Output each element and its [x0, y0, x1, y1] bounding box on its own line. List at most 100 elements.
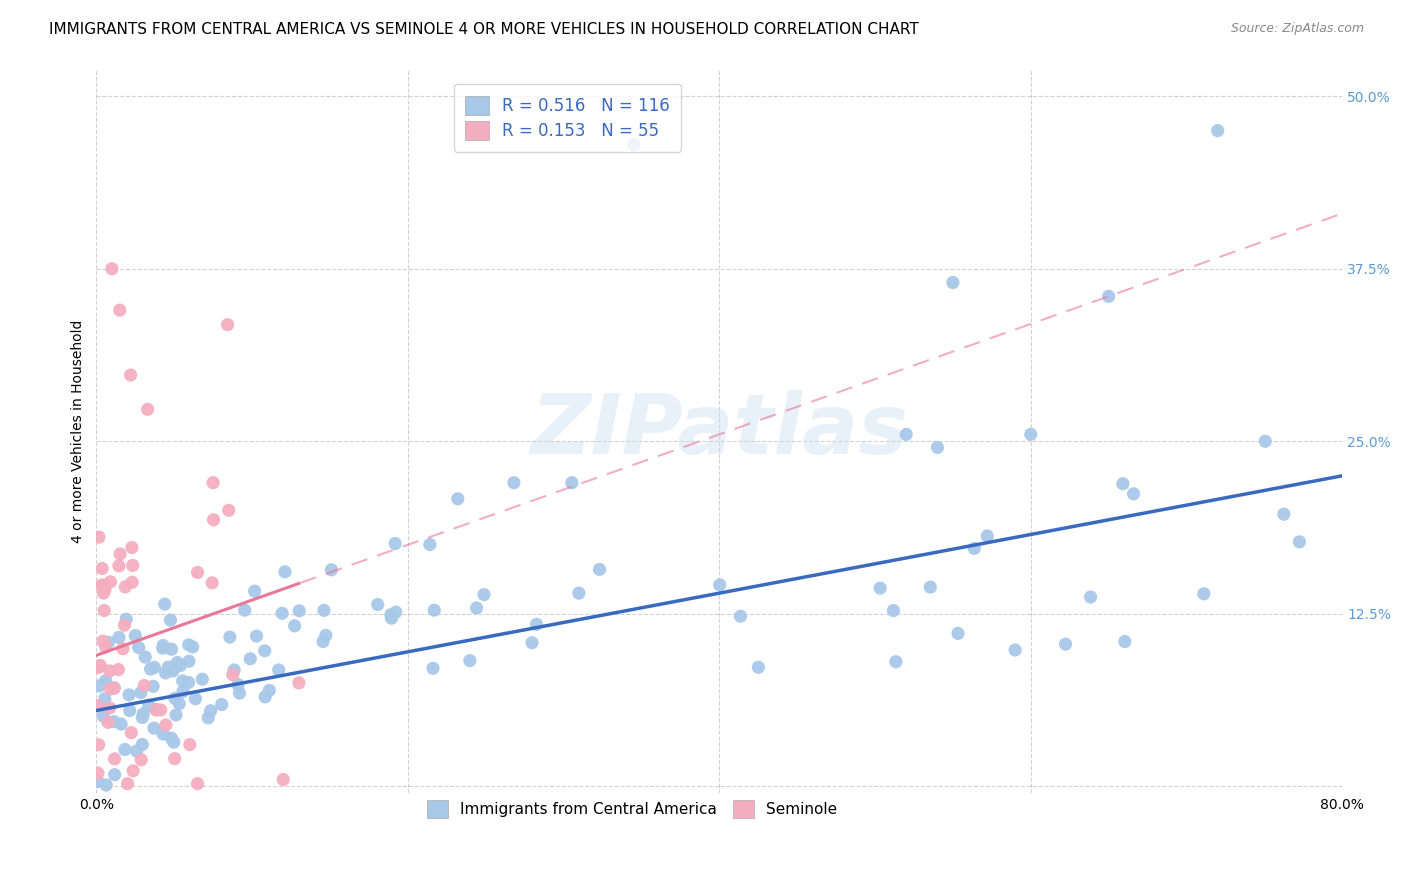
Point [1004, 643, 1026, 657]
Point [152, 727, 174, 741]
Point [152, 639, 174, 653]
Point [103, 681, 125, 695]
Point [224, 663, 246, 677]
Point [103, 714, 125, 729]
Point [218, 630, 240, 644]
Point [131, 738, 153, 752]
Point [233, 603, 256, 617]
Point [927, 441, 949, 455]
Point [98, 701, 121, 715]
Point [155, 665, 177, 680]
Point [588, 562, 610, 576]
Point [128, 640, 150, 655]
Point [162, 664, 184, 678]
Point [163, 751, 186, 765]
Point [143, 660, 166, 674]
Point [423, 603, 446, 617]
Point [271, 607, 294, 621]
Point [312, 603, 335, 617]
Point [200, 704, 222, 718]
Point [503, 475, 526, 490]
Point [211, 698, 233, 712]
Point [228, 686, 250, 700]
Point [465, 601, 488, 615]
Point [169, 658, 191, 673]
Point [245, 629, 267, 643]
Point [165, 708, 187, 723]
Point [138, 698, 160, 713]
Point [114, 618, 136, 632]
Point [129, 753, 152, 767]
Point [143, 721, 166, 735]
Point [568, 586, 591, 600]
Point [217, 318, 239, 332]
Point [110, 717, 132, 731]
Point [321, 563, 343, 577]
Point [118, 704, 141, 718]
Point [163, 691, 186, 706]
Point [87, 698, 110, 713]
Point [121, 558, 143, 573]
Point [94, 691, 117, 706]
Point [115, 612, 138, 626]
Point [896, 427, 918, 442]
Y-axis label: 4 or more Vehicles in Household: 4 or more Vehicles in Household [72, 319, 86, 542]
Point [1192, 587, 1215, 601]
Point [1114, 634, 1136, 648]
Point [131, 710, 153, 724]
Point [177, 654, 200, 668]
Point [172, 673, 194, 688]
Point [160, 731, 183, 745]
Point [202, 513, 225, 527]
Point [239, 652, 262, 666]
Point [1206, 123, 1229, 137]
Point [145, 703, 167, 717]
Point [181, 640, 204, 654]
Point [108, 631, 131, 645]
Point [1098, 289, 1121, 303]
Point [117, 777, 139, 791]
Point [155, 718, 177, 732]
Point [91, 579, 114, 593]
Point [96, 778, 118, 792]
Point [367, 598, 389, 612]
Point [122, 764, 145, 778]
Point [730, 609, 752, 624]
Point [91, 709, 114, 723]
Point [129, 685, 152, 699]
Point [288, 604, 311, 618]
Point [315, 628, 337, 642]
Point [271, 772, 294, 787]
Point [187, 777, 209, 791]
Point [132, 706, 155, 721]
Point [1019, 427, 1042, 442]
Point [108, 547, 131, 561]
Point [1272, 507, 1295, 521]
Point [101, 261, 124, 276]
Point [89, 658, 111, 673]
Point [380, 607, 402, 622]
Point [177, 638, 200, 652]
Point [142, 679, 165, 693]
Text: ZIPatlas: ZIPatlas [530, 391, 908, 472]
Point [946, 626, 969, 640]
Point [197, 711, 219, 725]
Point [120, 725, 142, 739]
Point [125, 744, 148, 758]
Point [97, 715, 120, 730]
Point [89, 679, 111, 693]
Point [120, 368, 142, 382]
Point [380, 611, 402, 625]
Point [1254, 434, 1277, 449]
Point [166, 656, 188, 670]
Point [177, 675, 200, 690]
Point [218, 503, 240, 517]
Point [152, 641, 174, 656]
Point [267, 663, 290, 677]
Point [561, 475, 583, 490]
Point [107, 663, 129, 677]
Point [124, 628, 146, 642]
Point [134, 650, 156, 665]
Point [882, 603, 904, 617]
Point [884, 655, 907, 669]
